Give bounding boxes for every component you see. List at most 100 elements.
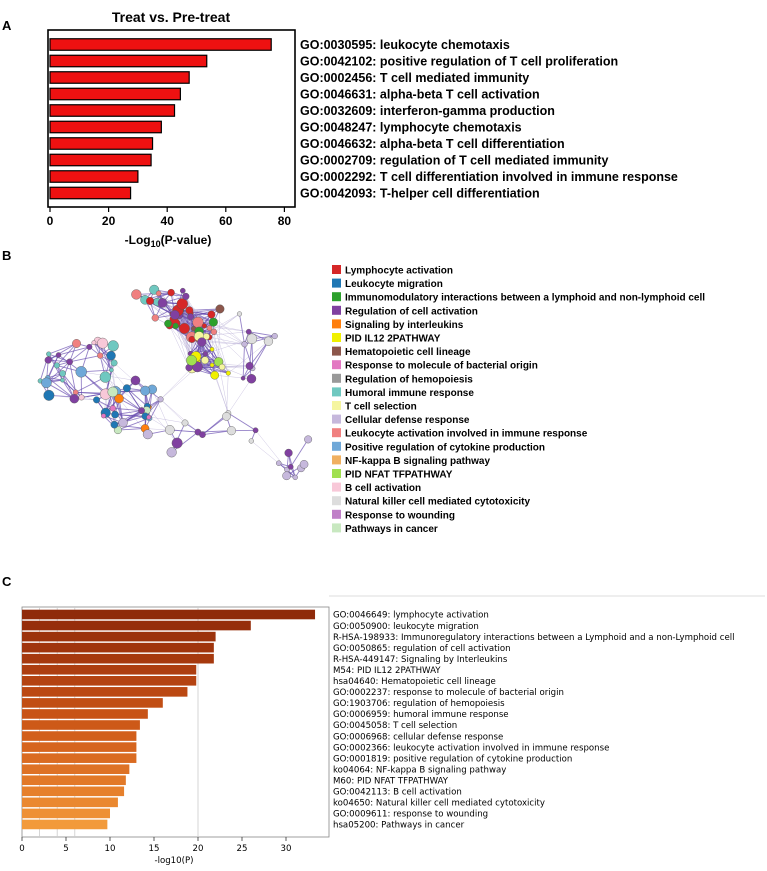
network-node: [226, 426, 236, 436]
network-node: [111, 410, 119, 419]
network-node: [118, 418, 128, 428]
chart-c-category-label: GO:0002366: leukocyte activation involve…: [333, 743, 609, 753]
network-edge: [206, 336, 245, 345]
network-node: [210, 370, 220, 380]
network-node: [97, 352, 104, 359]
network-node: [186, 354, 197, 366]
chart-c-category-label: GO:0001819: positive regulation of cytok…: [333, 754, 572, 764]
legend-swatch: [332, 265, 341, 274]
chart-c-bar: [22, 764, 130, 774]
chart-a-bar: [49, 137, 154, 150]
network-node: [299, 460, 309, 469]
network-node: [72, 339, 81, 348]
network-node: [218, 363, 226, 371]
chart-c-category-label: hsa04640: Hematopoietic cell lineage: [333, 677, 496, 687]
network-node: [176, 298, 188, 310]
network-node: [240, 375, 246, 381]
network-edge: [170, 292, 214, 323]
chart-c: GO:0046649: lymphocyte activationGO:0050…: [19, 595, 765, 866]
chart-c-bar: [22, 676, 197, 686]
network-node: [157, 298, 168, 308]
network-node: [140, 385, 151, 396]
chart-c-bar: [22, 620, 251, 631]
chart-a-bar: [49, 54, 208, 68]
network-edge: [69, 361, 77, 393]
network-node: [202, 351, 208, 357]
chart-c-bar: [22, 797, 118, 808]
network-node: [246, 333, 258, 345]
network-node: [99, 371, 111, 383]
legend-label: B cell activation: [345, 483, 421, 494]
network-node: [130, 375, 141, 386]
network-edge: [48, 359, 70, 363]
legend-label: Cellular defense response: [345, 415, 470, 426]
chart-c-category-label: GO:1903706: regulation of hemopoiesis: [333, 699, 505, 709]
legend-label: PID NFAT TFPATHWAY: [345, 470, 453, 481]
network-node: [199, 431, 206, 438]
chart-c-tick-label: 0: [19, 844, 24, 854]
network-node: [114, 393, 124, 404]
network-node: [131, 289, 142, 300]
network-node: [53, 362, 60, 369]
network-node: [60, 377, 65, 383]
network-node: [155, 290, 162, 297]
legend-label: NF-kappa B signaling pathway: [345, 456, 490, 467]
panel-label-a: A: [2, 18, 12, 33]
legend-label: Response to wounding: [345, 510, 455, 521]
network-node: [113, 426, 122, 435]
network-node: [209, 362, 215, 368]
chart-a-category-label: GO:0002292: T cell differentiation invol…: [300, 170, 678, 184]
chart-c-bar: [22, 742, 137, 752]
legend-label: Leukocyte activation involved in immune …: [345, 429, 588, 440]
network-edge: [115, 410, 142, 416]
legend-swatch: [332, 373, 341, 383]
network-node: [41, 377, 52, 389]
network-node: [146, 414, 152, 420]
chart-a-category-label: GO:0002456: T cell mediated immunity: [300, 71, 529, 85]
legend-swatch: [332, 360, 341, 370]
chart-c-bar: [22, 642, 214, 653]
network-node: [263, 336, 274, 346]
network-node: [208, 317, 218, 327]
chart-a-bar: [49, 153, 152, 167]
network-edge: [248, 331, 275, 337]
chart-c-tick-label: 15: [149, 844, 160, 854]
chart-c-bar: [22, 687, 188, 697]
network-node: [44, 356, 52, 364]
network-edge: [202, 416, 227, 436]
network-node: [241, 341, 248, 348]
legend-swatch: [332, 346, 341, 356]
network-edge: [62, 361, 71, 381]
chart-c-category-label: GO:0045058: T cell selection: [333, 721, 457, 731]
network-node: [202, 333, 210, 340]
network-edge: [144, 399, 161, 429]
chart-c-bar: [22, 664, 197, 675]
chart-a-tick-label: 80: [278, 214, 292, 228]
network-edge: [228, 412, 256, 431]
chart-c-tick-label: 5: [63, 844, 68, 854]
network-edge: [190, 308, 221, 318]
legend-swatch: [332, 496, 341, 506]
network-node: [246, 374, 257, 384]
chart-c-category-label: GO:0042113: B cell activation: [333, 788, 462, 798]
network-node: [91, 340, 97, 346]
network-edge: [228, 341, 269, 374]
chart-a-title: Treat vs. Pre-treat: [112, 9, 231, 25]
network-edge: [202, 430, 232, 436]
legend-label: Leukocyte migration: [345, 279, 443, 290]
chart-a-category-label: GO:0002709: regulation of T cell mediate…: [300, 154, 608, 168]
network-node: [110, 359, 118, 367]
legend-label: Humoral immune response: [345, 388, 474, 399]
network-node: [271, 332, 278, 340]
chart-a-category-label: GO:0042102: positive regulation of T cel…: [300, 55, 618, 69]
chart-a-tick-label: 0: [47, 214, 54, 228]
network-node: [109, 405, 116, 412]
network-edge: [252, 340, 269, 369]
chart-c-bar: [22, 653, 214, 664]
chart-c-category-label: GO:0006959: humoral immune response: [333, 710, 509, 720]
chart-c-category-label: M60: PID NFAT TFPATHWAY: [333, 776, 449, 786]
network-node: [66, 358, 73, 366]
network-node: [109, 367, 114, 373]
network-node: [107, 386, 119, 398]
chart-c-category-label: GO:0050900: leukocyte migration: [333, 622, 479, 632]
